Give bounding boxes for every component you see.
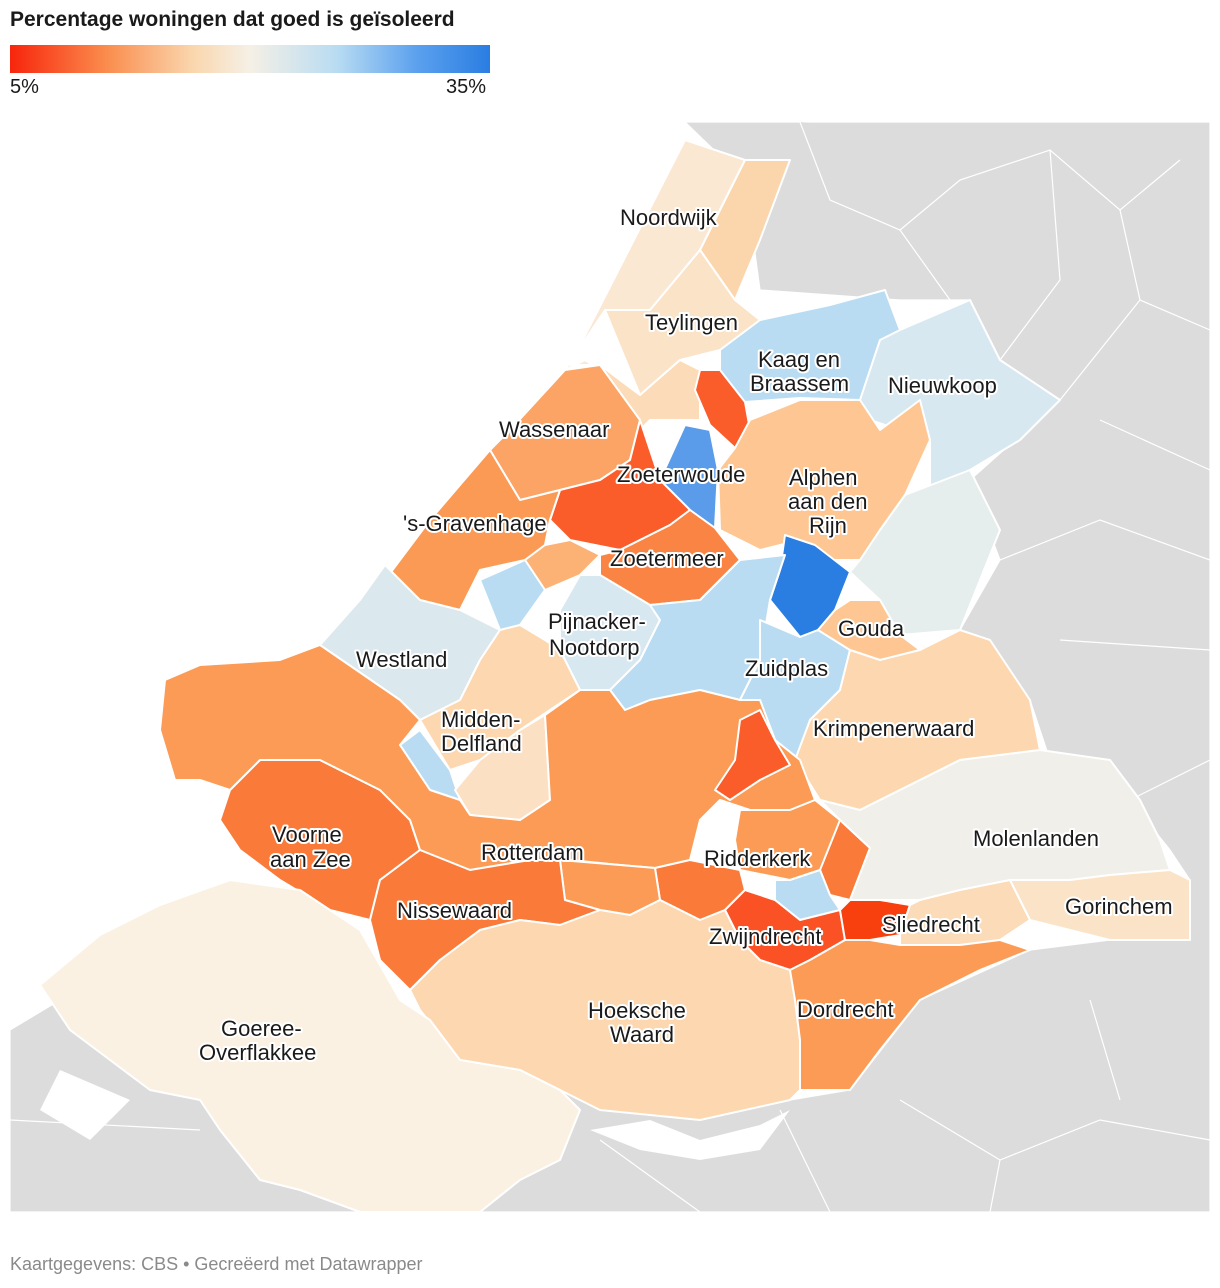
label-wassenaar: Wassenaar (499, 417, 609, 442)
region-noordwijk-inland (699, 159, 791, 301)
credit-text: Kaartgegevens: CBS • Gecreëerd met Dataw… (10, 1254, 423, 1274)
label-noordwijk: Noordwijk (620, 205, 718, 230)
label-nieuwkoop: Nieuwkoop (888, 373, 997, 398)
label-zwijndrecht: Zwijndrecht (709, 924, 821, 949)
label-nissewaard: Nissewaard (397, 898, 512, 923)
legend-max-label: 35% (446, 76, 487, 98)
map-labels: Noordwijk Teylingen Kaag en Braassem Nie… (197, 203, 1175, 1067)
region-hoeksche-waard (409, 899, 801, 1121)
map-title: Percentage woningen dat goed is geïsolee… (10, 8, 455, 31)
label-hoeksche-1: Hoeksche (588, 998, 686, 1023)
label-zoetermeer: Zoetermeer (610, 546, 724, 571)
label-zoeterwoude: Zoeterwoude (617, 462, 745, 487)
label-alphen-3: Rijn (809, 513, 847, 538)
label-zuidplas: Zuidplas (745, 656, 828, 681)
region-capelle (714, 709, 791, 801)
label-sliedrecht: Sliedrecht (882, 912, 980, 937)
label-westland: Westland (356, 647, 447, 672)
legend-min-label: 5% (10, 76, 39, 98)
municipalities (39, 139, 1191, 1212)
region-gravenhage (384, 449, 561, 611)
label-pijnacker-2: Nootdorp (549, 635, 640, 660)
label-gouda: Gouda (838, 616, 905, 641)
label-rotterdam: Rotterdam (481, 840, 584, 865)
label-midden-delfland-1: Midden- (441, 707, 520, 732)
label-alphen-2: aan den (788, 489, 868, 514)
region-delft (479, 559, 546, 631)
label-krimpenerwaard: Krimpenerwaard (813, 716, 974, 741)
region-goeree-overflakkee (39, 879, 581, 1212)
label-voorne-2: aan Zee (270, 847, 351, 872)
label-gravenhage: 's-Gravenhage (403, 511, 547, 536)
choropleth-map: Noordwijk Teylingen Kaag en Braassem Nie… (10, 122, 1210, 1212)
label-kaag-en-braassem-2: Braassem (750, 371, 849, 396)
region-hardinxveld (899, 879, 1031, 946)
region-gorinchem (1009, 869, 1191, 941)
label-goeree-1: Goeree- (221, 1016, 302, 1041)
label-goeree-2: Overflakkee (199, 1040, 316, 1065)
label-dordrecht: Dordrecht (797, 997, 894, 1022)
region-bodegraven (849, 469, 1001, 636)
region-dordrecht (789, 939, 1031, 1091)
color-legend-bar (10, 45, 490, 73)
label-pijnacker-1: Pijnacker- (548, 609, 646, 634)
label-hoeksche-2: Waard (610, 1022, 674, 1047)
region-rotterdam-port (159, 644, 816, 871)
label-gorinchem: Gorinchem (1065, 894, 1173, 919)
label-teylingen: Teylingen (645, 310, 738, 335)
label-midden-delfland-2: Delfland (441, 731, 522, 756)
label-molenlanden: Molenlanden (973, 826, 1099, 851)
label-voorne-1: Voorne (272, 822, 342, 847)
label-ridderkerk: Ridderkerk (704, 846, 811, 871)
label-alphen-1: Alphen (789, 465, 858, 490)
label-kaag-en-braassem-1: Kaag en (758, 347, 840, 372)
